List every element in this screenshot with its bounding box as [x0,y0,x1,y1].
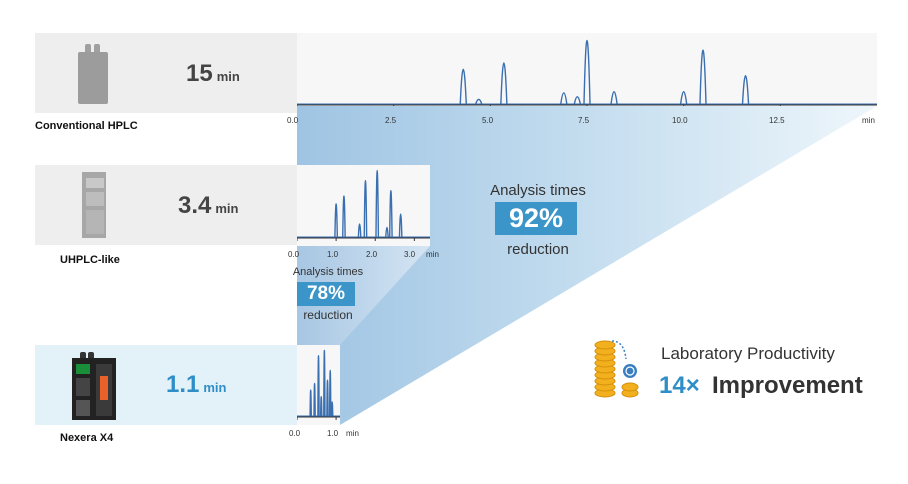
tick-label: 7.5 [578,116,590,125]
time-value: 1.1 [166,371,200,398]
chromatogram-peak [560,92,568,105]
chromatogram-peak [309,389,312,417]
productivity-line2: Improvement [712,372,863,399]
chart-uhplc-panel [297,165,430,246]
chromatogram-peak [500,62,508,105]
label-nexera: Nexera X4 [60,432,114,444]
chromatogram-peak [610,91,618,105]
chart-uhplc [297,169,430,241]
fan-92 [297,106,877,425]
tick-label: 5.0 [482,116,494,125]
chromatogram-peak [679,91,688,105]
chromatogram-peak [459,68,467,105]
chromatogram-peak [363,180,368,238]
callout-92-percent: 92% [495,202,577,235]
tick-label: 1.0 [327,429,339,438]
time-value: 15 [186,60,213,87]
row-uhplc-bg [35,165,297,245]
tick-label: 2.0 [366,250,378,259]
chromatogram-peak [328,369,332,417]
time-uhplc: 3.4 min [178,192,239,220]
coin-stack-icon [594,340,639,398]
tick-label: 10.0 [672,116,688,125]
chromatogram-peak [573,96,582,105]
chromatogram-peak [357,223,362,238]
tick-label: 1.0 [327,250,339,259]
callout-78-line1: Analysis times [292,266,364,278]
chromatogram-peak [317,355,320,417]
chromatogram-peak [319,396,323,417]
chromatogram-peak [741,75,750,105]
conventional-hplc-icon [78,44,108,104]
chromatogram-peak [323,349,326,417]
chart-nexera [297,349,340,420]
tick-label: 2.5 [385,116,397,125]
tick-label: 0.0 [289,429,301,438]
tick-label: min [426,250,439,259]
tick-label: 0.0 [288,250,300,259]
chart-conventional-panel [297,33,877,106]
nexera-x4-icon [72,352,116,420]
chromatogram-peak [342,195,346,238]
productivity-multiplier: 14× [659,372,700,399]
chromatogram-peak [385,226,389,238]
time-unit: min [215,201,239,216]
chromatogram-peak [583,39,591,105]
tick-label: min [346,429,359,438]
callout-78-percent: 78% [297,282,355,306]
chart-conventional [297,39,877,106]
time-value: 3.4 [178,192,212,219]
chromatogram-peak [699,49,707,105]
uhplc-instrument-icon [82,172,106,238]
time-unit: min [216,69,240,84]
chromatogram-peak [326,379,329,417]
chromatogram-peak [388,189,393,238]
fan-78 [297,246,430,345]
tick-label: 3.0 [404,250,416,259]
chromatogram-peak [330,401,334,417]
chromatogram-peak [313,382,316,417]
chromatogram-peak [334,203,339,238]
callout-92-line2: reduction [507,241,569,258]
time-conventional: 15 min [186,60,240,88]
time-unit: min [203,380,227,395]
tick-label: 0.0 [287,116,299,125]
callout-78-line2: reduction [303,308,353,322]
label-uhplc: UHPLC-like [60,254,120,266]
chromatogram-peak [398,213,403,238]
tick-label: 12.5 [769,116,785,125]
tick-label: min [862,116,875,125]
chromatogram-peak [475,98,483,105]
productivity-line1: Laboratory Productivity [661,344,835,363]
label-conventional: Conventional HPLC [35,120,138,132]
time-nexera: 1.1 min [166,371,227,399]
chromatogram-peak [375,169,380,238]
callout-92-line1: Analysis times [490,182,586,199]
